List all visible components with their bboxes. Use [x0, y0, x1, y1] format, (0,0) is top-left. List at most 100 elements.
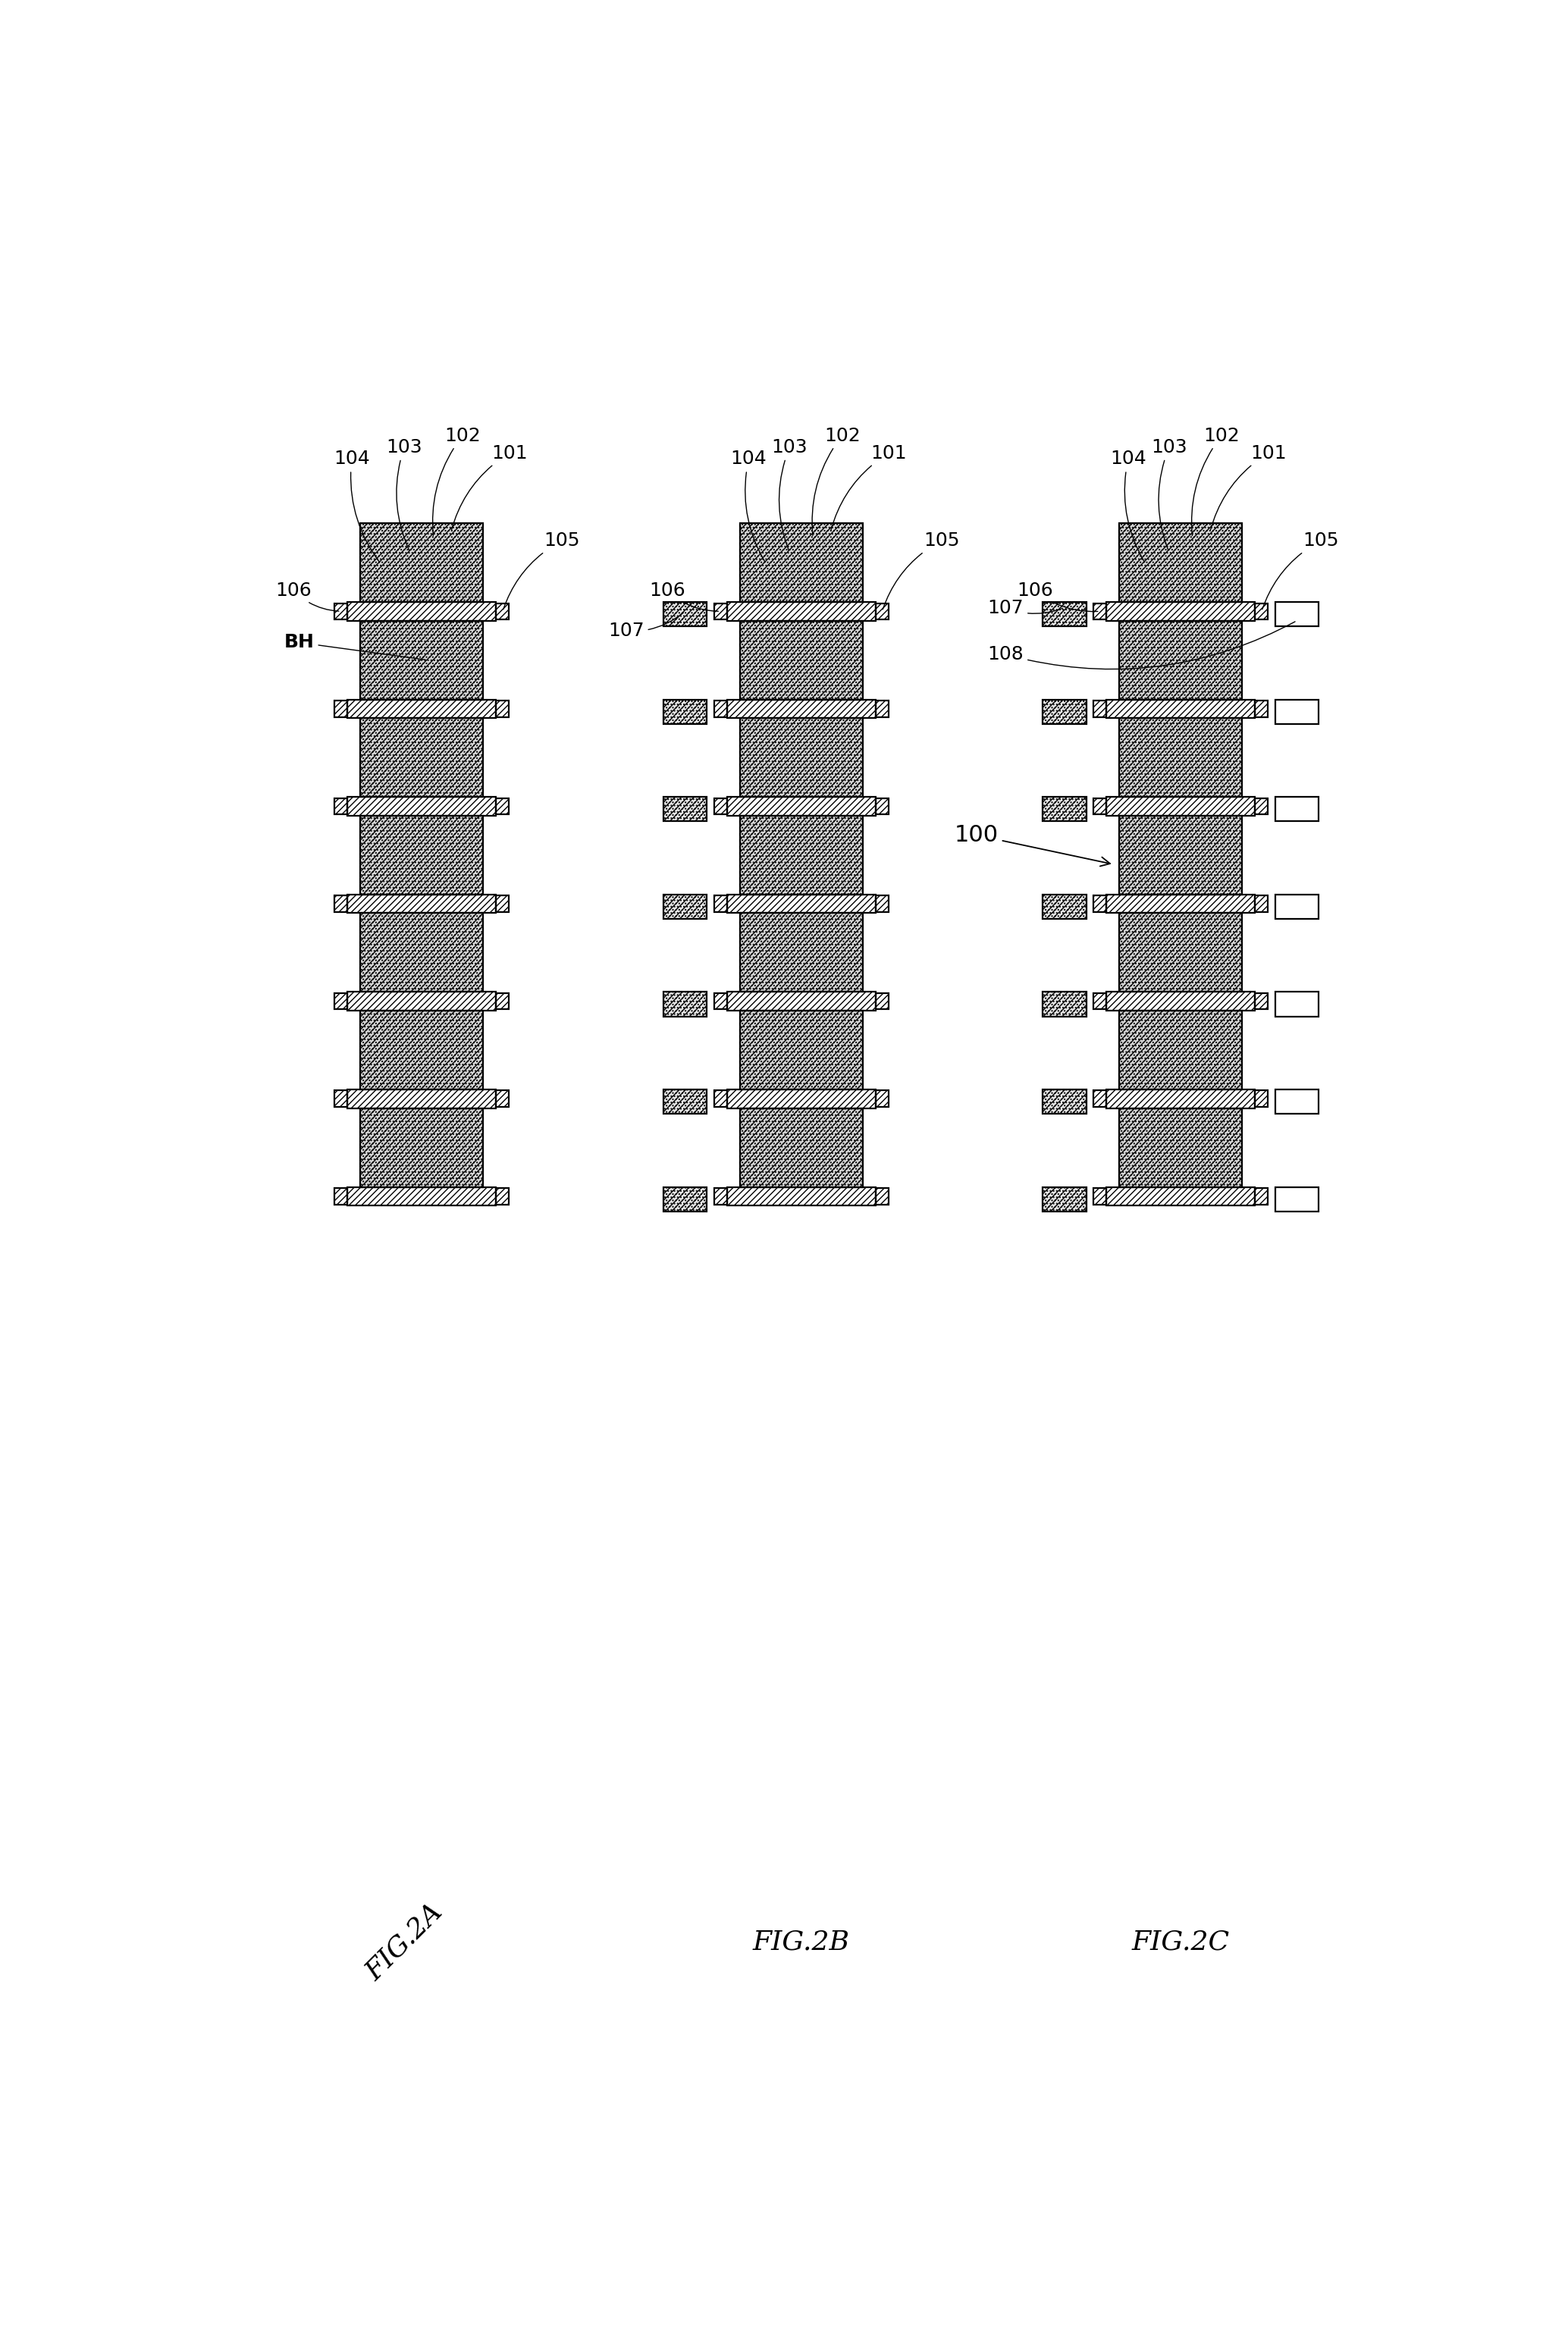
- Text: 107: 107: [608, 612, 684, 640]
- Bar: [495, 896, 510, 912]
- Bar: [348, 602, 495, 621]
- Bar: [1043, 798, 1087, 821]
- Bar: [1120, 816, 1242, 896]
- Bar: [1043, 896, 1087, 919]
- Bar: [1256, 1091, 1269, 1107]
- Bar: [361, 816, 483, 896]
- Bar: [1107, 798, 1256, 816]
- Bar: [361, 1009, 483, 1089]
- Bar: [713, 896, 728, 912]
- Bar: [1093, 602, 1107, 619]
- Bar: [361, 914, 483, 991]
- Bar: [728, 798, 875, 816]
- Bar: [740, 523, 862, 602]
- Bar: [334, 700, 348, 716]
- Bar: [361, 914, 483, 991]
- Bar: [1107, 700, 1256, 719]
- Bar: [1043, 1089, 1087, 1114]
- Bar: [663, 602, 707, 626]
- Bar: [875, 700, 889, 716]
- Bar: [348, 896, 495, 914]
- Bar: [1120, 523, 1242, 602]
- Text: 102: 102: [1192, 426, 1240, 535]
- Bar: [740, 816, 862, 896]
- Text: 102: 102: [812, 426, 861, 535]
- Bar: [663, 896, 707, 919]
- Bar: [495, 700, 510, 716]
- Text: 106: 106: [276, 582, 339, 612]
- Bar: [1275, 798, 1319, 821]
- Bar: [1043, 700, 1087, 723]
- Text: 101: 101: [831, 444, 906, 530]
- Bar: [1275, 1186, 1319, 1212]
- Bar: [1256, 602, 1269, 619]
- Bar: [728, 1089, 875, 1107]
- Bar: [875, 896, 889, 912]
- Bar: [1256, 602, 1269, 619]
- Bar: [495, 798, 510, 814]
- Bar: [348, 1089, 495, 1107]
- Bar: [1120, 621, 1242, 700]
- Text: 104: 104: [731, 449, 767, 563]
- Bar: [713, 700, 728, 716]
- Bar: [348, 1186, 495, 1205]
- Bar: [334, 896, 348, 912]
- Bar: [728, 798, 875, 816]
- Bar: [663, 1186, 707, 1212]
- Bar: [740, 914, 862, 991]
- Bar: [1093, 1091, 1107, 1107]
- Bar: [361, 816, 483, 896]
- Bar: [1256, 993, 1269, 1009]
- Bar: [713, 1189, 728, 1205]
- Bar: [875, 1091, 889, 1107]
- Bar: [740, 914, 862, 991]
- Bar: [740, 621, 862, 700]
- Bar: [713, 993, 728, 1009]
- Bar: [1107, 602, 1256, 621]
- Bar: [1107, 1186, 1256, 1205]
- Bar: [663, 798, 707, 821]
- Bar: [1093, 798, 1107, 814]
- Bar: [740, 621, 862, 700]
- Bar: [1120, 523, 1242, 602]
- Bar: [728, 991, 875, 1009]
- Bar: [1256, 700, 1269, 716]
- Bar: [740, 914, 862, 991]
- Bar: [663, 602, 707, 626]
- Bar: [875, 798, 889, 814]
- Bar: [1107, 896, 1256, 914]
- Bar: [728, 991, 875, 1009]
- Bar: [740, 1009, 862, 1089]
- Bar: [1120, 621, 1242, 700]
- Bar: [663, 991, 707, 1016]
- Bar: [1093, 602, 1107, 619]
- Bar: [1275, 1089, 1319, 1114]
- Bar: [1256, 896, 1269, 912]
- Bar: [334, 993, 348, 1009]
- Bar: [1256, 798, 1269, 814]
- Text: 100: 100: [955, 823, 1110, 865]
- Bar: [348, 991, 495, 1009]
- Text: 105: 105: [503, 533, 580, 609]
- Bar: [1107, 896, 1256, 914]
- Bar: [728, 1089, 875, 1107]
- Bar: [1120, 621, 1242, 700]
- Bar: [728, 896, 875, 914]
- Bar: [740, 1107, 862, 1186]
- Bar: [361, 719, 483, 798]
- Bar: [361, 1107, 483, 1186]
- Bar: [740, 914, 862, 991]
- Bar: [728, 700, 875, 719]
- Text: 103: 103: [1151, 437, 1187, 551]
- Bar: [348, 896, 495, 914]
- Bar: [1275, 700, 1319, 723]
- Bar: [740, 816, 862, 896]
- Bar: [713, 602, 728, 619]
- Bar: [1043, 798, 1087, 821]
- Text: 104: 104: [334, 449, 379, 563]
- Bar: [361, 523, 483, 602]
- Bar: [1043, 896, 1087, 919]
- Bar: [1107, 798, 1256, 816]
- Bar: [875, 602, 889, 619]
- Bar: [495, 896, 510, 912]
